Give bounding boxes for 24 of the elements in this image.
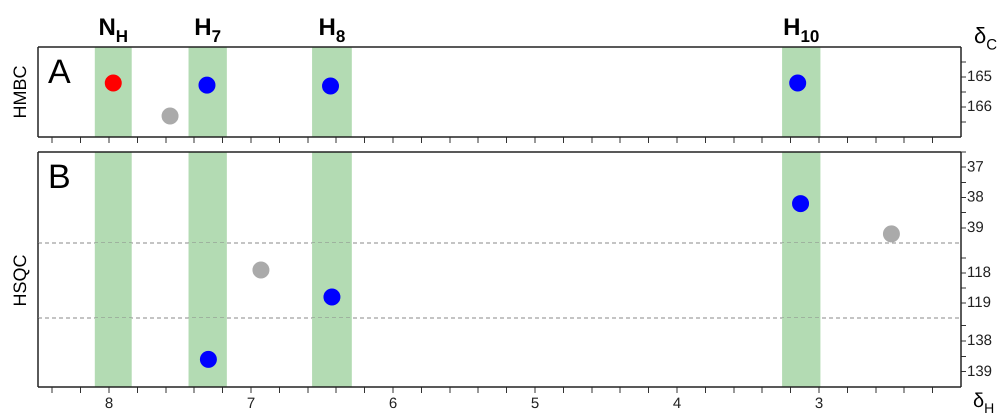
- y-tick-label: 118: [967, 264, 991, 282]
- annotation: B: [48, 158, 71, 196]
- x-tick-label: 7: [246, 395, 256, 412]
- annotation: A: [48, 53, 71, 91]
- point: [322, 78, 340, 94]
- point: [789, 74, 806, 92]
- text: HMBC: [10, 66, 30, 118]
- y-tick-label: 39: [967, 218, 984, 236]
- y-tick-label: 138: [967, 332, 992, 350]
- x-tick-label: 6: [388, 395, 398, 412]
- y-axis-title: HSQC: [10, 254, 30, 306]
- x-tick-label: 4: [672, 395, 682, 412]
- point: [104, 74, 122, 92]
- x-tick-label: 8: [104, 395, 114, 412]
- y-tick-label: 37: [967, 158, 984, 176]
- y-tick-label: 166: [967, 98, 992, 116]
- x-tick-label: 3: [814, 395, 824, 412]
- y-tick-label: 139: [967, 362, 992, 380]
- point: [162, 108, 179, 124]
- y-tick-label: 119: [967, 294, 991, 312]
- x-tick-label: 5: [530, 395, 540, 412]
- y-tick-label: 38: [967, 188, 984, 206]
- point: [198, 76, 216, 94]
- y-tick-label: 165: [967, 68, 992, 86]
